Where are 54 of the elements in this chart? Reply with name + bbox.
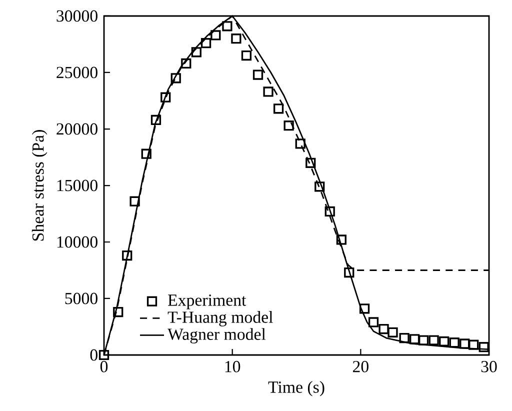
point: [368, 317, 379, 328]
point: [98, 350, 110, 360]
point: [122, 250, 132, 261]
point: [170, 73, 181, 84]
point: [324, 206, 335, 217]
point: [359, 304, 370, 314]
point: [449, 338, 460, 348]
point: [410, 334, 420, 344]
point: [295, 138, 306, 149]
point: [418, 335, 429, 346]
point: [428, 335, 439, 346]
point: [252, 70, 264, 80]
y-tick-label: 20000: [56, 123, 98, 135]
point: [181, 58, 192, 69]
point: [231, 34, 242, 44]
y-tick-label: 10000: [57, 236, 98, 248]
point: [200, 38, 212, 48]
y-tick-label: 30000: [56, 10, 98, 22]
point: [399, 332, 410, 344]
legend-label: T-Huang model: [168, 311, 273, 326]
point: [388, 327, 398, 338]
legend-label: Experiment: [168, 294, 246, 310]
x-tick-label: 30: [481, 360, 497, 372]
point: [241, 50, 252, 61]
x-tick-label: 10: [225, 360, 240, 372]
x-tick-label: 0: [100, 360, 108, 372]
point: [284, 120, 294, 131]
point: [336, 234, 346, 245]
point: [263, 86, 274, 97]
point: [222, 21, 232, 32]
y-tick-label: 5000: [65, 292, 98, 304]
x-axis-title: Time (s): [268, 381, 324, 396]
point: [439, 336, 450, 346]
point: [378, 324, 389, 334]
y-axis-title: Shear stress (Pa): [32, 130, 48, 241]
point: [141, 148, 152, 159]
point: [150, 114, 162, 126]
y-tick-label: 0: [90, 349, 98, 361]
point: [130, 196, 140, 206]
point: [306, 158, 316, 168]
point: [191, 47, 202, 58]
point: [273, 104, 284, 114]
point: [344, 267, 354, 278]
point: [210, 30, 221, 40]
point: [314, 182, 325, 192]
y-tick-label: 25000: [56, 66, 98, 78]
point: [478, 342, 489, 352]
point: [460, 338, 470, 349]
point: [113, 307, 124, 318]
point: [468, 340, 479, 350]
x-tick-label: 20: [352, 360, 368, 372]
legend-label: Wagner model: [168, 328, 266, 344]
point: [160, 92, 171, 102]
y-tick-label: 15000: [57, 180, 98, 192]
